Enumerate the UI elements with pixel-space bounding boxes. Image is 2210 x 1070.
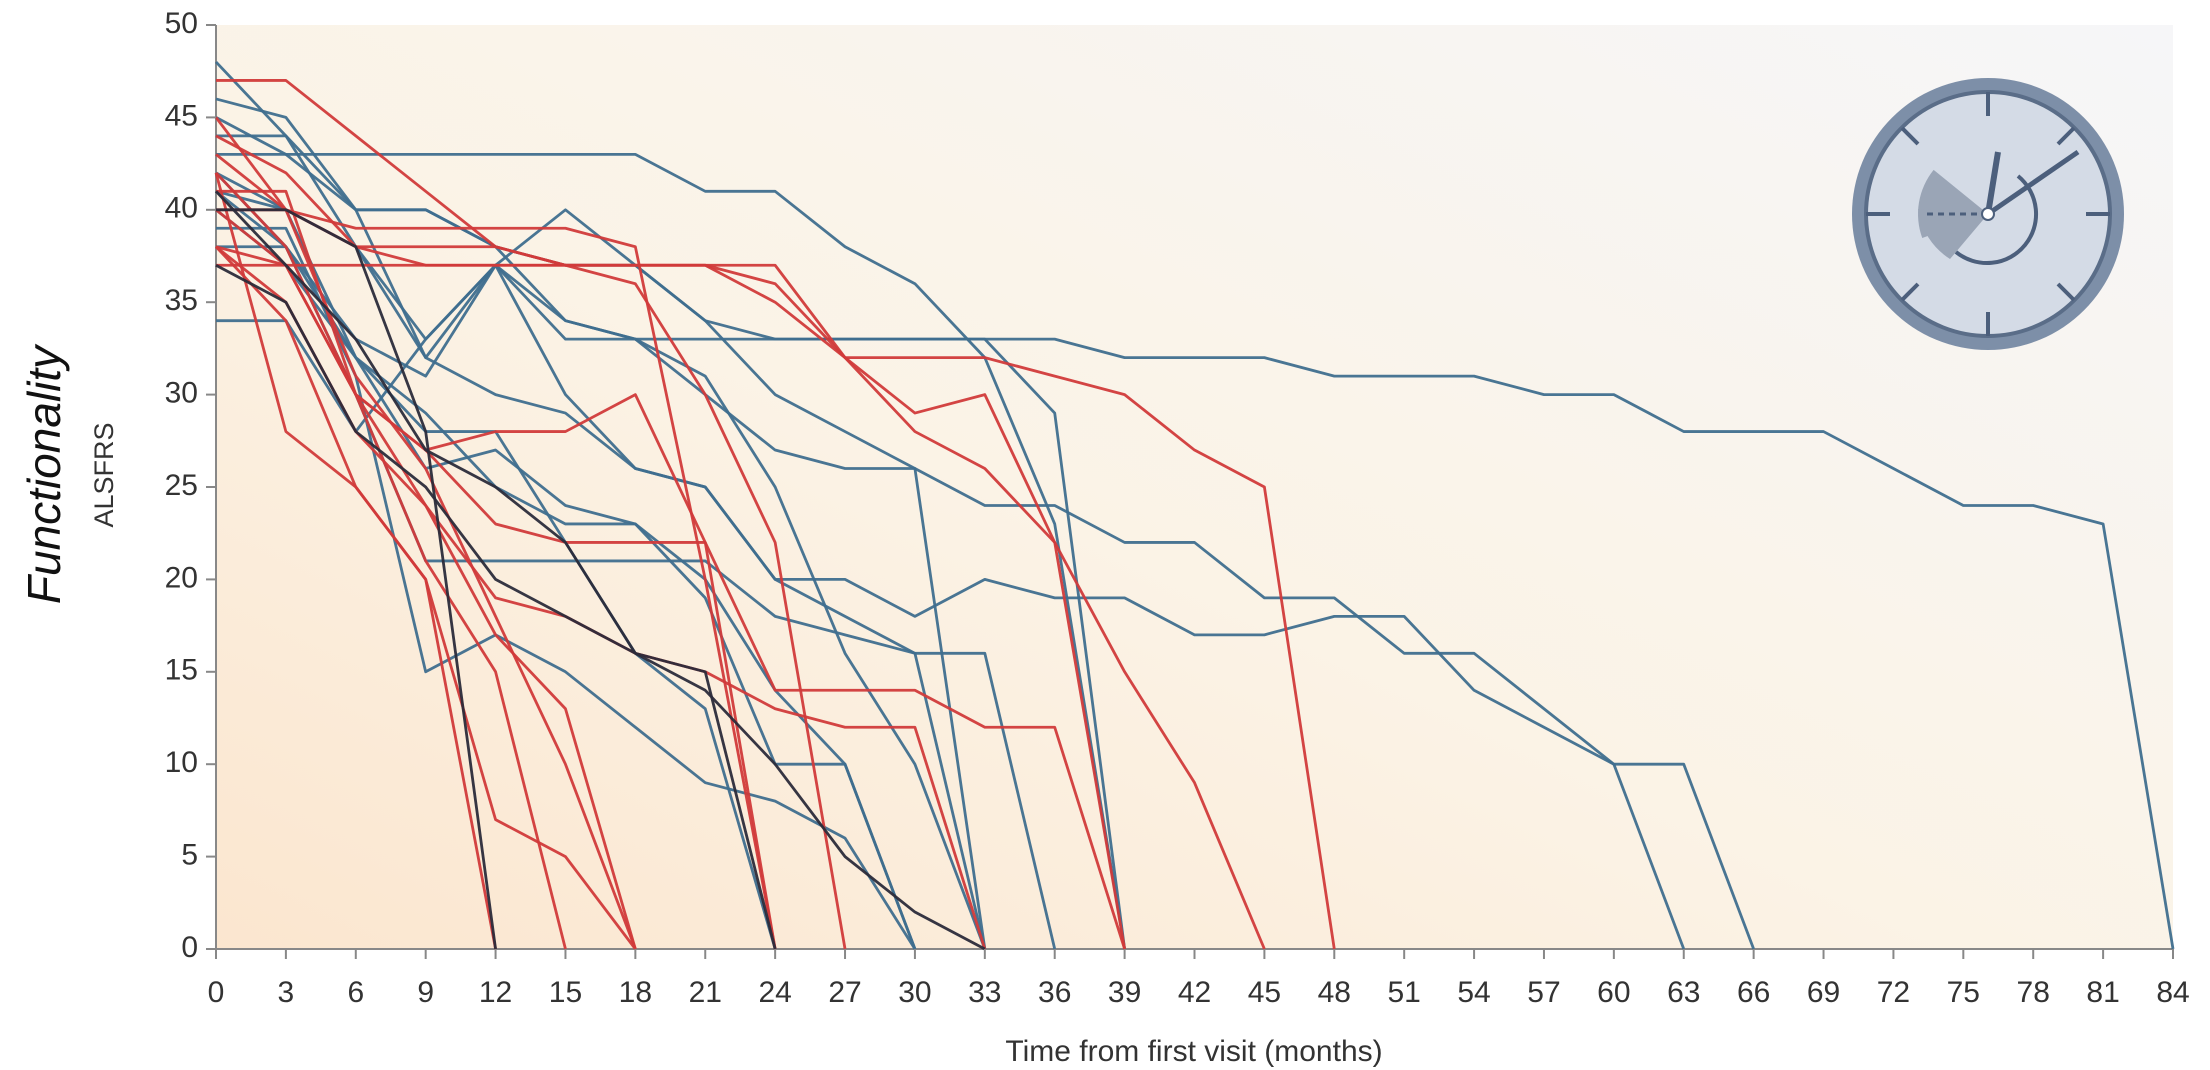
- x-tick-label: 72: [1877, 976, 1910, 1009]
- x-tick-label: 0: [208, 976, 225, 1009]
- x-tick-label: 57: [1527, 976, 1560, 1009]
- x-tick-label: 36: [1038, 976, 1071, 1009]
- x-tick-label: 69: [1807, 976, 1840, 1009]
- y-tick-label: 30: [165, 377, 198, 410]
- y-tick-label: 5: [181, 839, 198, 872]
- y-axis-title: Functionality: [18, 343, 70, 604]
- x-tick-label: 12: [479, 976, 512, 1009]
- x-tick-label: 39: [1108, 976, 1141, 1009]
- x-tick-label: 6: [347, 976, 364, 1009]
- x-tick-label: 51: [1387, 976, 1420, 1009]
- x-tick-label: 78: [2017, 976, 2050, 1009]
- x-tick-label: 48: [1318, 976, 1351, 1009]
- y-tick-label: 0: [181, 931, 198, 964]
- clock-icon: [1852, 78, 2124, 350]
- y-tick-label: 40: [165, 192, 198, 225]
- x-tick-label: 54: [1457, 976, 1490, 1009]
- x-tick-label: 60: [1597, 976, 1630, 1009]
- chart: Functionality ALSFRS Time from first vis…: [0, 0, 2210, 1070]
- x-tick-label: 84: [2156, 976, 2189, 1009]
- x-tick-label: 75: [1947, 976, 1980, 1009]
- x-tick-label: 42: [1178, 976, 1211, 1009]
- y-tick-label: 25: [165, 469, 198, 502]
- x-tick-label: 24: [758, 976, 791, 1009]
- x-axis-title: Time from first visit (months): [1005, 1035, 1382, 1068]
- y-tick-label: 15: [165, 654, 198, 687]
- x-tick-label: 33: [968, 976, 1001, 1009]
- x-tick-label: 27: [828, 976, 861, 1009]
- y-axis-subtitle: ALSFRS: [89, 422, 119, 527]
- y-tick-label: 20: [165, 561, 198, 594]
- y-tick-label: 50: [165, 7, 198, 40]
- y-tick-label: 35: [165, 284, 198, 317]
- x-tick-label: 15: [549, 976, 582, 1009]
- x-tick-label: 81: [2086, 976, 2119, 1009]
- x-tick-label: 3: [278, 976, 295, 1009]
- x-tick-label: 18: [619, 976, 652, 1009]
- y-tick-label: 10: [165, 746, 198, 779]
- x-tick-label: 66: [1737, 976, 1770, 1009]
- x-tick-label: 63: [1667, 976, 1700, 1009]
- y-tick-label: 45: [165, 99, 198, 132]
- x-tick-label: 21: [689, 976, 722, 1009]
- x-tick-label: 9: [417, 976, 434, 1009]
- x-tick-label: 45: [1248, 976, 1281, 1009]
- x-tick-label: 30: [898, 976, 931, 1009]
